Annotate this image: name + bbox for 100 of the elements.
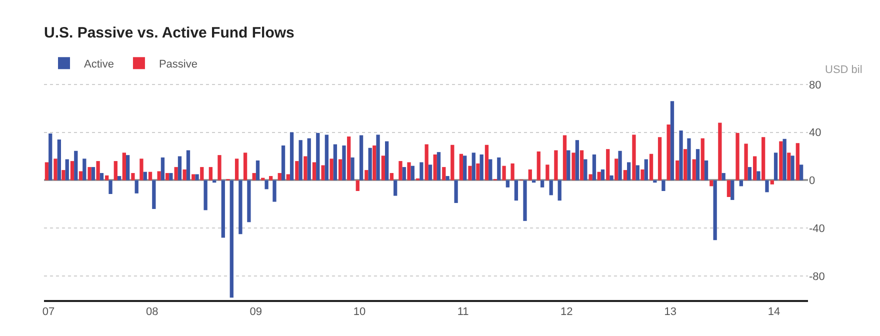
x-tick-label: 11 [457,306,469,318]
bar [286,174,290,180]
x-tick-label: 10 [353,306,366,318]
chart-title: U.S. Passive vs. Active Fund Flows [44,24,294,42]
y-tick-label: -80 [809,270,825,283]
bar [774,152,778,180]
bar [549,180,553,196]
bar [662,180,666,191]
bar [799,164,804,180]
bar [468,166,472,180]
bar [765,180,769,192]
bar [459,154,464,180]
bar [152,180,156,209]
bar [243,152,248,180]
bar [666,124,670,180]
bar [618,150,622,180]
bar [540,180,544,188]
bar [687,138,691,180]
y-tick-label: 40 [809,127,822,140]
bar [114,161,118,180]
bar [200,167,204,180]
bar [658,137,662,180]
bar [364,170,368,180]
bar [436,152,441,180]
bar [174,167,178,180]
bar [718,122,722,180]
bar [407,162,411,180]
bar [627,162,631,180]
bar [636,165,640,180]
bar [269,176,273,180]
bar [307,138,311,180]
bar [420,162,424,180]
bar [218,155,222,180]
bar [484,144,489,180]
bar [381,156,386,180]
bar [692,159,696,180]
bar [316,132,320,180]
bar [558,180,562,201]
bar [572,152,576,180]
bar [410,166,414,180]
bar [606,149,610,180]
bar [610,175,614,180]
bar [670,101,674,180]
bar [117,176,122,180]
bar [442,167,446,180]
bar [192,174,196,180]
bar [770,180,774,184]
bar [502,166,506,180]
bar [212,180,216,183]
y-tick-label: 0 [809,175,816,188]
bar [575,140,580,180]
bar [676,160,680,180]
bar [506,180,510,188]
bar [722,173,726,180]
bar [782,138,786,180]
bar [165,173,170,180]
bar [744,144,748,180]
bar [450,144,454,180]
bar [463,156,467,180]
bar [281,145,286,180]
bar [221,180,225,238]
bar [96,161,100,180]
bar [321,165,325,180]
bar [208,167,213,180]
bar [178,156,182,180]
x-tick-label: 09 [250,306,262,318]
bar [368,148,372,180]
bar [195,174,199,180]
bar [584,159,588,180]
bar [428,164,432,180]
bar [126,155,130,180]
bar [796,143,800,180]
bar [247,180,251,222]
bar [122,152,126,180]
bar [562,135,567,180]
bar [350,157,354,180]
bar [108,180,112,194]
bar [157,171,161,180]
bar [476,163,480,180]
bar [390,173,394,180]
bar [779,141,783,180]
bar [359,135,364,180]
bar [640,169,644,180]
bar [790,156,794,180]
bar [54,158,58,180]
bar [356,180,360,191]
bar [100,173,104,180]
bar [536,151,540,180]
bar [472,152,476,180]
bar [143,172,147,180]
bar [148,172,152,180]
bar [649,154,654,180]
bar [446,176,450,180]
bar [566,150,570,180]
bar [653,180,657,183]
x-tick-label: 07 [42,306,55,318]
bar [730,180,734,200]
bar [295,161,299,180]
bar [290,132,294,180]
bar [169,173,173,180]
